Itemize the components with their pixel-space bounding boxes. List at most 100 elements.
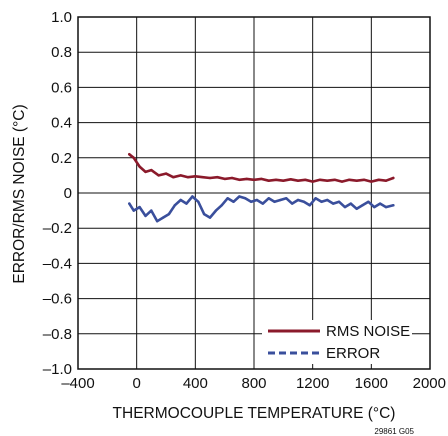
data-point-error	[326, 198, 329, 202]
data-point-rms-noise	[260, 177, 263, 181]
data-point-error	[332, 202, 335, 205]
data-point-error	[279, 198, 282, 202]
data-point-error	[202, 212, 206, 216]
data-point-error	[373, 205, 376, 209]
data-point-rms-noise	[348, 178, 351, 181]
data-point-rms-noise	[144, 170, 147, 174]
data-point-rms-noise	[164, 172, 168, 175]
data-point-error	[343, 205, 347, 209]
data-point-rms-noise	[138, 165, 141, 168]
data-point-rms-noise	[157, 174, 160, 177]
data-point-error	[197, 200, 200, 203]
figure-code: 29861 G05	[374, 427, 414, 436]
data-point-error	[378, 202, 382, 205]
data-point-error	[320, 200, 323, 203]
data-point-error	[214, 209, 218, 212]
y-axis-label: ERROR/RMS NOISE (°C)	[11, 104, 28, 283]
data-point-error	[296, 198, 300, 202]
data-point-error	[355, 207, 358, 210]
data-point-rms-noise	[296, 179, 300, 182]
data-point-error	[349, 202, 352, 205]
legend-box	[262, 320, 412, 364]
data-point-error	[267, 197, 270, 200]
data-point-rms-noise	[377, 178, 380, 181]
data-point-rms-noise	[370, 180, 373, 183]
series-line-error	[128, 195, 395, 223]
data-point-error	[208, 216, 212, 219]
legend: RMS NOISE ERROR	[262, 320, 412, 364]
data-point-error	[273, 200, 276, 203]
data-point-rms-noise	[238, 178, 241, 181]
data-point-rms-noise	[230, 176, 234, 180]
data-point-error	[285, 197, 288, 200]
y-tick-label: –0.8	[43, 326, 72, 343]
y-tick-labels: 1.0 0.8 0.6 0.4 0.2 0 –0.2 –0.4 –0.6 –0.8 –1.0	[43, 9, 72, 378]
data-point-error	[302, 200, 306, 203]
x-tick-label: 800	[241, 375, 266, 392]
data-point-error	[167, 212, 171, 216]
data-point-rms-noise	[355, 179, 358, 182]
data-point-error	[238, 195, 241, 198]
y-tick-label: –0.2	[43, 220, 72, 237]
y-tick-label: –0.4	[43, 255, 72, 272]
x-tick-label: 400	[183, 375, 208, 392]
data-point-rms-noise	[318, 178, 322, 181]
data-point-error	[150, 209, 153, 212]
y-tick-label: 0.2	[51, 150, 72, 167]
plot-frame	[77, 16, 431, 370]
data-point-error	[220, 204, 223, 207]
data-point-rms-noise	[208, 176, 212, 180]
legend-label-error: ERROR	[326, 345, 380, 362]
data-point-error	[173, 204, 176, 207]
data-point-rms-noise	[150, 168, 153, 172]
data-point-error	[367, 200, 370, 203]
y-tick-label: –1.0	[43, 361, 72, 378]
series-line-rms-noise	[128, 153, 395, 183]
data-point-rms-noise	[194, 175, 197, 178]
x-tick-label: 1600	[355, 375, 388, 392]
x-tick-labels: –400 0 400 800 1200 1600 2000	[61, 375, 446, 392]
data-point-rms-noise	[128, 153, 131, 156]
x-axis-label: THERMOCOUPLE TEMPERATURE (°C)	[113, 405, 396, 422]
y-tick-label: 0.4	[51, 115, 72, 132]
data-point-rms-noise	[267, 179, 270, 182]
data-point-rms-noise	[132, 156, 135, 159]
data-point-error	[179, 198, 182, 202]
y-tick-label: 0	[64, 185, 72, 202]
data-point-error	[244, 197, 247, 200]
y-tick-label: 1.0	[51, 9, 72, 26]
data-point-rms-noise	[362, 178, 366, 181]
data-point-rms-noise	[216, 176, 219, 179]
data-point-error	[232, 200, 235, 203]
data-point-error	[144, 214, 147, 218]
data-point-rms-noise	[179, 174, 182, 177]
x-tick-label: 0	[132, 375, 140, 392]
data-point-rms-noise	[333, 178, 336, 181]
data-point-error	[314, 197, 317, 200]
data-point-rms-noise	[223, 177, 226, 181]
data-point-rms-noise	[186, 176, 190, 179]
data-point-error	[249, 200, 253, 203]
data-point-error	[392, 204, 395, 207]
legend-label-rms-noise: RMS NOISE	[326, 323, 410, 340]
y-tick-label: –0.6	[43, 291, 72, 308]
data-point-error	[191, 195, 194, 198]
x-tick-label: 1200	[296, 375, 329, 392]
data-point-error	[361, 204, 364, 207]
data-point-error	[185, 202, 188, 205]
data-point-error	[255, 198, 259, 202]
data-point-error	[128, 202, 131, 205]
data-point-error	[132, 209, 135, 212]
x-tick-label: –400	[61, 375, 94, 392]
data-point-error	[290, 202, 294, 205]
data-point-rms-noise	[274, 178, 278, 181]
data-point-rms-noise	[252, 178, 256, 181]
data-point-error	[384, 205, 388, 209]
data-point-rms-noise	[326, 179, 329, 182]
data-point-error	[226, 197, 229, 200]
y-tick-label: 0.6	[51, 79, 72, 96]
data-point-rms-noise	[392, 176, 395, 180]
x-tick-label: 2000	[413, 375, 446, 392]
data-point-rms-noise	[311, 180, 314, 183]
